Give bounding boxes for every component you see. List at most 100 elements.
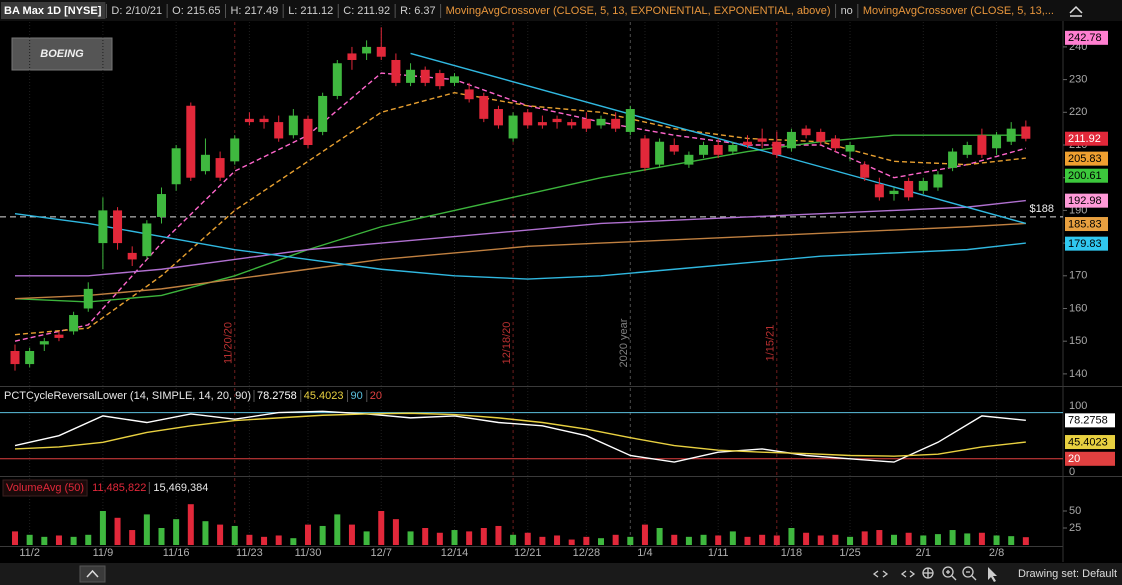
price-level-label: $188	[1030, 203, 1054, 215]
candle-body	[757, 138, 767, 142]
candle-body	[215, 158, 225, 178]
x-tick-label: 11/2	[19, 547, 40, 559]
quote-field: L: 211.12	[288, 5, 333, 17]
candle-body	[523, 112, 533, 126]
volume-bar	[715, 535, 722, 545]
oscillator-line	[14, 412, 1026, 457]
volume-bar	[261, 536, 268, 545]
candle-body	[933, 174, 943, 188]
candle-body	[655, 141, 665, 165]
logo: BOEING	[40, 48, 84, 60]
x-tick-label: 11/16	[163, 547, 190, 559]
study-label: MovingAvgCrossover (CLOSE, 5, 13, EXPONE…	[446, 5, 831, 17]
volume-bar	[305, 524, 311, 545]
volume-bar	[26, 534, 33, 545]
volume-bar	[114, 517, 121, 545]
scroll-button[interactable]	[79, 565, 106, 583]
volume-bar	[55, 535, 62, 545]
volume-bar	[407, 531, 414, 545]
candle-body	[435, 73, 445, 87]
candle-body	[786, 131, 796, 149]
event-label: 1/15/21	[765, 325, 777, 362]
value-box	[1065, 413, 1115, 428]
candle-body	[1021, 126, 1031, 139]
y-tick-label: 140	[1069, 368, 1087, 380]
value-box-label: 78.2758	[1068, 415, 1108, 427]
candle-body	[830, 138, 840, 149]
y-tick-label: 50	[1069, 505, 1081, 517]
candle-body	[259, 118, 269, 123]
candle-body	[552, 118, 562, 123]
legend-value: 45.4023	[304, 390, 344, 402]
candle-body	[625, 109, 635, 132]
volume-bar	[803, 532, 810, 545]
candle-body	[171, 148, 181, 185]
volume-bar	[641, 524, 648, 545]
y-tick-label: 25	[1069, 522, 1081, 534]
candle-body	[699, 145, 709, 155]
volume-bar	[202, 521, 209, 545]
x-tick-label: 12/21	[514, 547, 542, 559]
candle-body	[948, 151, 958, 168]
legend-value: 15,469,384	[153, 482, 208, 494]
candle-body	[288, 115, 298, 136]
logo-box	[11, 37, 113, 71]
oscillator-line	[14, 410, 1026, 463]
candle-body	[69, 315, 79, 332]
candle-body	[391, 59, 401, 83]
candle-body	[713, 145, 723, 155]
candle-body	[801, 128, 811, 136]
volume-bar	[480, 528, 487, 545]
zoom-tools[interactable]	[872, 566, 997, 582]
price-label: 200.61	[1068, 170, 1102, 182]
volume-bar	[422, 528, 429, 545]
volume-bar	[949, 530, 956, 545]
price-label-box	[1065, 236, 1108, 251]
volume-bar	[392, 519, 399, 545]
settings-icon[interactable]	[1066, 2, 1086, 19]
volume-bar	[41, 536, 48, 545]
legend-value: 20	[370, 390, 382, 402]
candle-body	[640, 138, 650, 168]
candle-body	[406, 69, 416, 83]
y-tick-label: 230	[1069, 74, 1087, 86]
price-label-box	[1065, 217, 1108, 232]
volume-bar	[568, 539, 575, 545]
candle-body	[39, 341, 49, 345]
event-label: 2020 year	[618, 318, 630, 367]
price-label: 185.83	[1068, 218, 1102, 230]
price-level-box	[1026, 201, 1057, 216]
volume-bar	[246, 534, 253, 545]
candle-body	[10, 350, 20, 365]
volume-bar	[934, 534, 941, 545]
volume-bar	[554, 535, 561, 545]
pane-title-box	[2, 479, 88, 497]
candle-body	[537, 122, 547, 126]
price-label: 205.83	[1068, 153, 1102, 165]
price-label: 179.83	[1068, 238, 1102, 250]
candle-body	[684, 154, 694, 165]
pane-title: PCTCycleReversalLower (14, SIMPLE, 14, 2…	[4, 390, 251, 402]
volume-bar	[978, 532, 985, 545]
volume-bar	[759, 534, 766, 545]
quote-field: H: 217.49	[230, 5, 278, 17]
candle-body	[113, 210, 123, 244]
drawing-set[interactable]: Drawing set: Default	[1018, 568, 1117, 580]
x-tick-label: 11/23	[236, 547, 263, 559]
toolbar	[0, 563, 1122, 585]
candle-body	[274, 122, 284, 139]
volume-bar	[466, 531, 473, 545]
volume-bar	[99, 511, 106, 545]
quote-field: R: 6.37	[400, 5, 435, 17]
volume-bar	[1008, 536, 1015, 545]
volume-bar	[510, 534, 517, 545]
volume-bar	[993, 535, 1000, 545]
volume-bar	[12, 531, 18, 545]
candle-body	[508, 115, 518, 139]
candle-body	[596, 118, 606, 126]
candle-body	[889, 190, 899, 195]
volume-bar	[158, 528, 165, 545]
candle-body	[420, 69, 430, 83]
value-box	[1065, 435, 1115, 450]
